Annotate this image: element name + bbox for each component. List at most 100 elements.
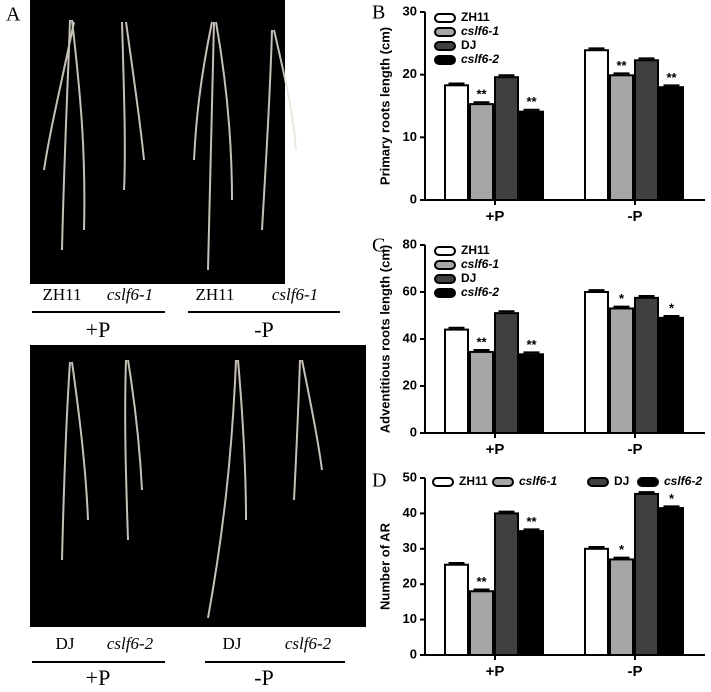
bar <box>609 74 634 201</box>
legend-label: cslf6-1 <box>519 474 557 488</box>
legend-label: ZH11 <box>461 243 490 257</box>
legend-label: cslf6-2 <box>664 474 702 488</box>
significance-label: * <box>669 300 675 315</box>
y-tick-label: 0 <box>410 646 417 661</box>
bar <box>659 86 684 201</box>
error-bar <box>663 505 680 509</box>
legend-swatch <box>492 477 514 487</box>
y-tick-label: 20 <box>403 66 417 81</box>
significance-label: ** <box>526 337 537 352</box>
sample-label: DJ <box>56 634 75 653</box>
y-axis-title: Number of AR <box>377 522 392 610</box>
bar <box>659 507 684 656</box>
y-tick-label: 30 <box>403 3 417 18</box>
x-tick-label: -P <box>628 663 643 680</box>
photo <box>30 345 366 627</box>
significance-label: ** <box>476 334 487 349</box>
y-tick-label: 40 <box>403 330 417 345</box>
significance-label: ** <box>526 94 537 109</box>
sample-label: cslf6-1 <box>272 285 318 304</box>
sample-label: cslf6-2 <box>107 634 154 653</box>
error-bar <box>613 72 630 76</box>
legend-swatch <box>434 27 456 37</box>
bar <box>494 512 519 657</box>
condition-label: +P <box>86 317 111 342</box>
legend-swatch <box>434 246 456 256</box>
legend-label: ZH11 <box>459 474 488 488</box>
error-bar <box>473 101 490 105</box>
x-tick-label: +P <box>486 663 505 680</box>
bar <box>519 353 544 434</box>
bar <box>444 84 469 201</box>
legend-swatch <box>434 260 456 270</box>
bar <box>634 296 659 434</box>
bar <box>659 316 684 435</box>
bar <box>494 312 519 434</box>
legend-swatch <box>434 41 456 51</box>
legend-label: DJ <box>461 38 476 52</box>
error-bar <box>523 528 540 532</box>
bar <box>494 76 519 201</box>
bar <box>519 530 544 656</box>
error-bar <box>638 294 655 298</box>
legend-swatch <box>434 288 456 298</box>
significance-label: * <box>669 491 675 506</box>
y-tick-label: 10 <box>403 129 417 144</box>
error-bar <box>663 84 680 88</box>
legend-swatch <box>434 13 456 23</box>
error-bar <box>613 556 630 560</box>
error-bar <box>498 310 515 314</box>
y-tick-label: 10 <box>403 611 417 626</box>
error-bar <box>588 289 605 292</box>
error-bar <box>448 82 465 86</box>
error-bar <box>523 108 540 112</box>
sample-label: ZH11 <box>42 285 81 304</box>
significance-label: ** <box>476 574 487 589</box>
error-bar <box>448 326 465 330</box>
roots <box>43 19 297 271</box>
roots <box>61 359 323 619</box>
error-bar <box>498 74 515 78</box>
x-tick-label: -P <box>628 208 643 225</box>
panel-label: A <box>6 4 21 26</box>
photo-panel: A ZH11 cslf6-1 ZH11 cslf6-1 +P -P DJ csl… <box>6 0 366 690</box>
condition-label: -P <box>254 317 274 342</box>
y-axis-title: Adventitious roots length (cm) <box>377 245 392 434</box>
bar <box>584 547 609 656</box>
error-bar <box>588 546 605 549</box>
panel-label: D <box>372 470 386 492</box>
bar <box>634 59 659 202</box>
panel-label: B <box>372 2 385 24</box>
error-bar <box>498 510 515 514</box>
legend-label: cslf6-1 <box>461 24 499 38</box>
legend-swatch <box>434 55 456 65</box>
bar <box>444 563 469 656</box>
legend-label: cslf6-1 <box>461 257 499 271</box>
significance-label: * <box>619 291 625 306</box>
sample-label: cslf6-2 <box>285 634 332 653</box>
legend-label: DJ <box>614 474 629 488</box>
error-bar <box>473 349 490 352</box>
error-bar <box>473 588 490 592</box>
legend-label: DJ <box>461 271 476 285</box>
legend-swatch <box>587 477 609 487</box>
bar <box>469 103 494 201</box>
error-bar <box>663 314 680 318</box>
legend-label: cslf6-2 <box>461 52 499 66</box>
y-tick-label: 40 <box>403 505 417 520</box>
y-tick-label: 50 <box>403 469 417 484</box>
y-tick-label: 20 <box>403 377 417 392</box>
bar <box>634 492 659 656</box>
y-tick-label: 80 <box>403 236 417 251</box>
y-tick-label: 60 <box>403 283 417 298</box>
y-tick-label: 30 <box>403 540 417 555</box>
x-tick-label: -P <box>628 441 643 458</box>
bar <box>519 110 544 201</box>
y-tick-label: 0 <box>410 191 417 206</box>
x-tick-label: +P <box>486 441 505 458</box>
error-bar <box>523 351 540 355</box>
y-tick-label: 0 <box>410 424 417 439</box>
error-bar <box>638 491 655 494</box>
significance-label: ** <box>476 87 487 102</box>
legend-label: ZH11 <box>461 10 490 24</box>
